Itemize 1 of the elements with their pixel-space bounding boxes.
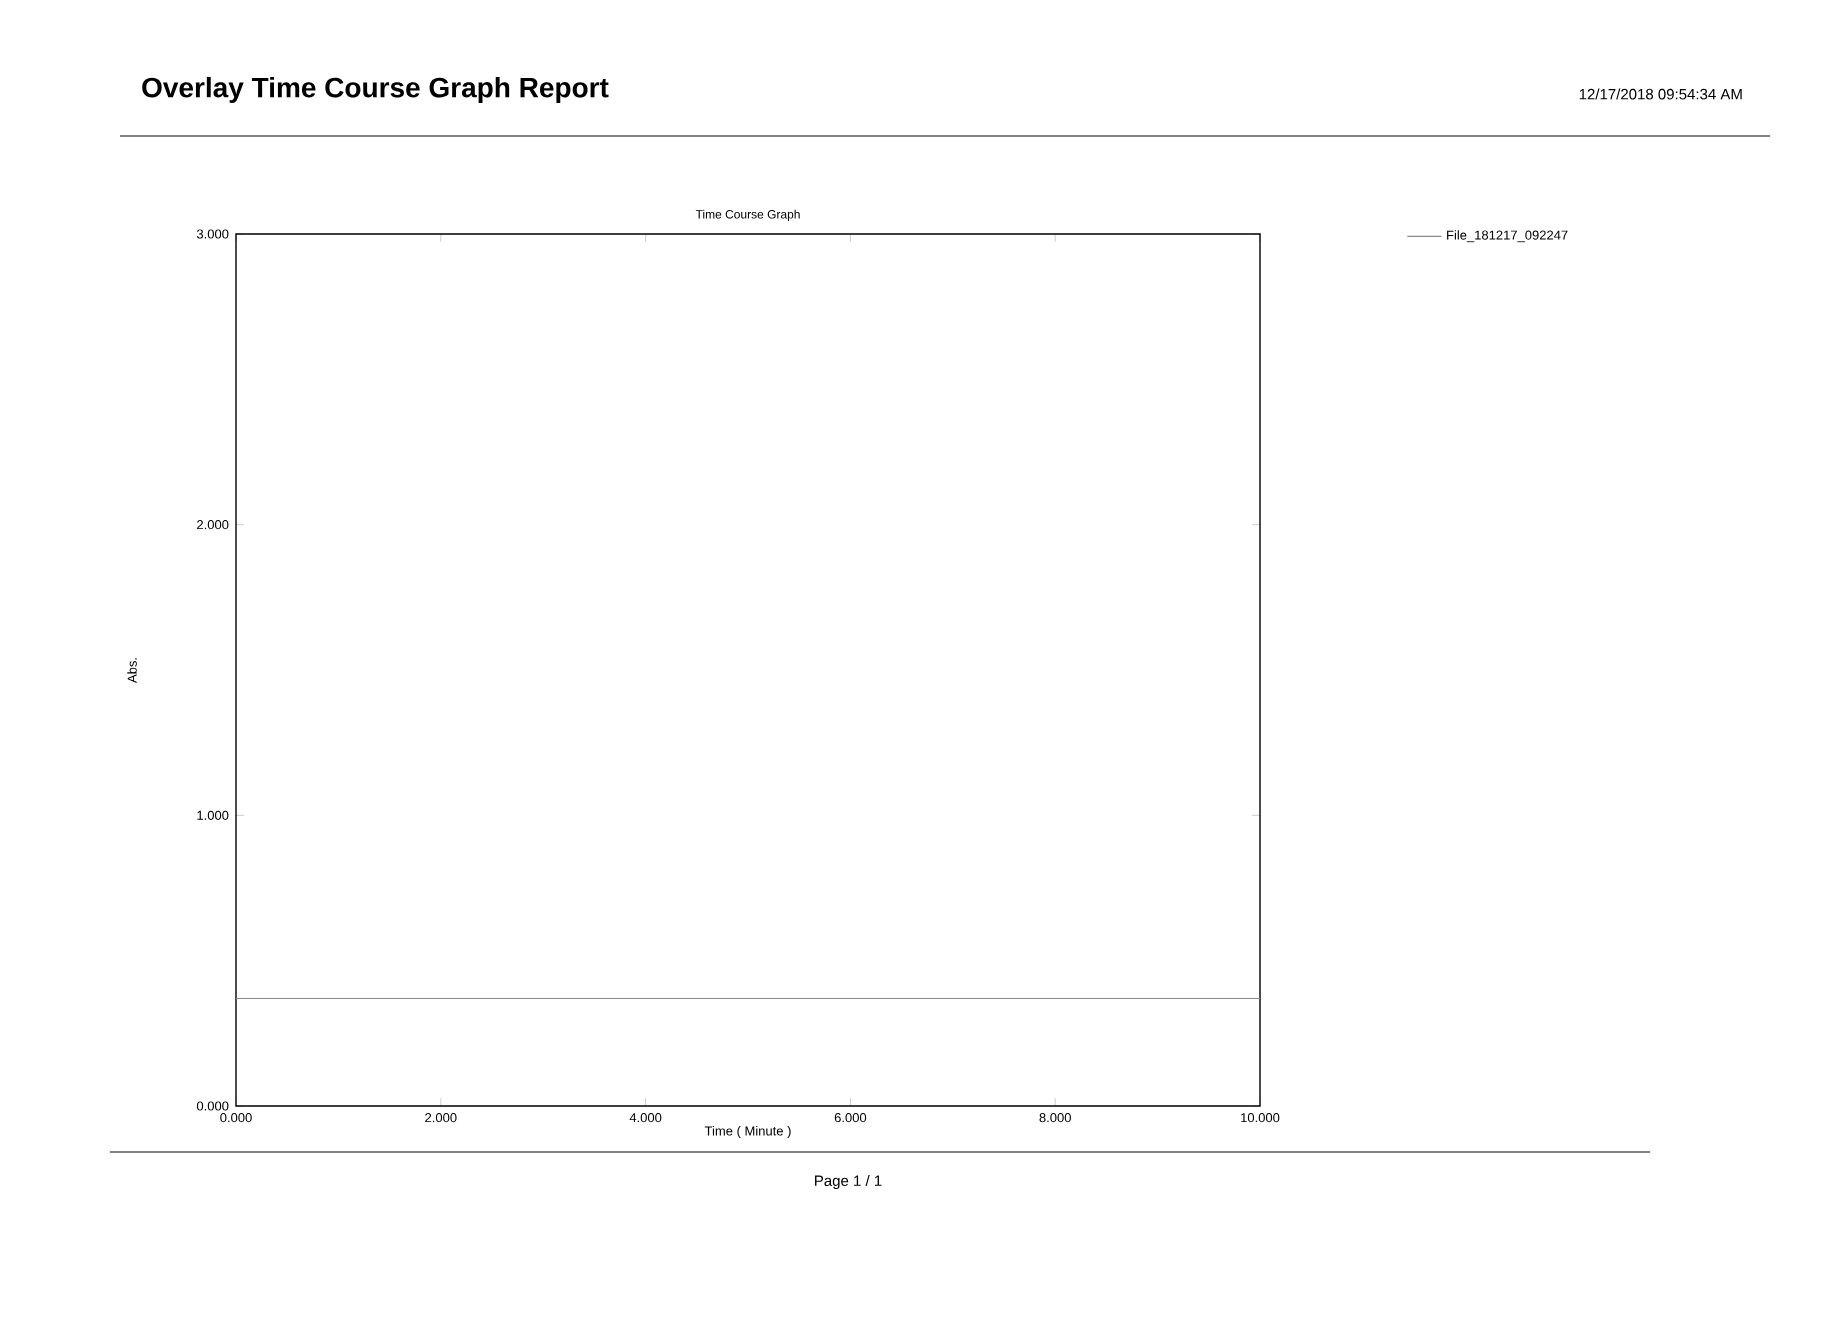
text: Overlay Time Course Graph Report: [142, 76, 609, 104]
